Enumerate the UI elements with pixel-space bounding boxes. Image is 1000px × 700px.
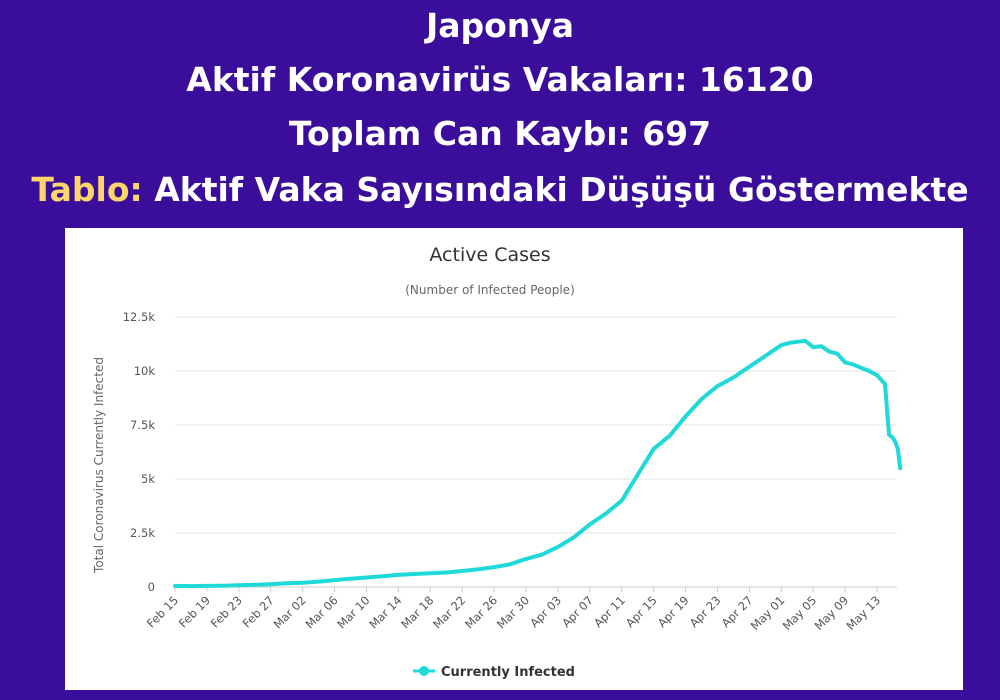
active-cases-text: Aktif Koronavirüs Vakaları: 16120 bbox=[186, 60, 814, 99]
x-tick-label: Feb 15 bbox=[144, 593, 181, 630]
x-tick-label: May 05 bbox=[780, 593, 820, 633]
y-tick-label: 2.5k bbox=[130, 526, 155, 540]
caption-text: Aktif Vaka Sayısındaki Düşüşü Göstermekt… bbox=[142, 170, 969, 209]
x-tick-label: Feb 27 bbox=[240, 593, 277, 630]
x-tick-label: Mar 10 bbox=[334, 593, 372, 631]
x-tick-label: Apr 07 bbox=[559, 593, 596, 630]
x-tick-label: May 13 bbox=[844, 593, 884, 633]
x-tick-label: Mar 26 bbox=[462, 593, 500, 631]
x-tick-label: May 09 bbox=[812, 593, 852, 633]
chart-card: Active Cases (Number of Infected People)… bbox=[65, 228, 963, 690]
x-tick-label: Mar 06 bbox=[302, 593, 340, 631]
x-tick-label: Feb 19 bbox=[176, 593, 213, 630]
chart-subtitle: (Number of Infected People) bbox=[405, 283, 575, 297]
x-tick-label: Mar 22 bbox=[430, 593, 468, 631]
y-tick-label: 7.5k bbox=[130, 418, 155, 432]
legend-marker-dot bbox=[419, 666, 429, 676]
y-tick-label: 12.5k bbox=[123, 310, 156, 324]
legend[interactable]: Currently Infected bbox=[413, 665, 575, 680]
y-tick-label: 10k bbox=[134, 364, 156, 378]
series-layer bbox=[173, 338, 903, 589]
active-cases-chart: Active Cases (Number of Infected People)… bbox=[92, 244, 903, 680]
x-tick-label: Feb 23 bbox=[208, 593, 245, 630]
header: Japonya Aktif Koronavirüs Vakaları: 1612… bbox=[0, 0, 1000, 225]
series-line-currently-infected[interactable] bbox=[173, 338, 903, 589]
total-deaths-text: Toplam Can Kaybı: 697 bbox=[288, 114, 712, 153]
y-axis-label: Total Coronavirus Currently Infected bbox=[92, 357, 106, 574]
x-tick-label: Apr 19 bbox=[655, 593, 692, 630]
x-tick-label: Mar 18 bbox=[398, 593, 436, 631]
chart-title: Active Cases bbox=[429, 244, 550, 266]
x-tick-label: Mar 02 bbox=[271, 593, 309, 631]
y-tick-labels: 0 2.5k 5k 7.5k 10k 12.5k bbox=[123, 310, 156, 594]
grid bbox=[175, 316, 897, 588]
x-tick-label: Mar 30 bbox=[494, 593, 532, 631]
x-tick-label: Apr 11 bbox=[591, 593, 628, 630]
legend-label: Currently Infected bbox=[441, 665, 575, 680]
x-tick-label: Mar 14 bbox=[366, 593, 404, 631]
chart-caption: Tablo: Aktif Vaka Sayısındaki Düşüşü Gös… bbox=[0, 170, 1000, 210]
x-tick-label: Apr 15 bbox=[623, 593, 660, 630]
caption-highlight: Tablo: bbox=[31, 170, 143, 209]
y-tick-label: 0 bbox=[148, 580, 155, 594]
country-title: Japonya bbox=[425, 6, 575, 45]
x-tick-label: May 01 bbox=[748, 593, 788, 633]
x-tick-label: Apr 23 bbox=[687, 593, 724, 630]
y-tick-label: 5k bbox=[141, 472, 155, 486]
x-tick-label: Apr 03 bbox=[527, 593, 564, 630]
